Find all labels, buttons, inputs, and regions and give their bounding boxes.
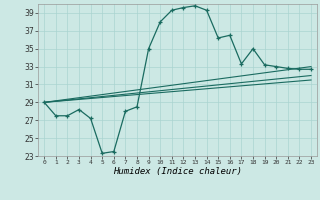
X-axis label: Humidex (Indice chaleur): Humidex (Indice chaleur) [113,167,242,176]
